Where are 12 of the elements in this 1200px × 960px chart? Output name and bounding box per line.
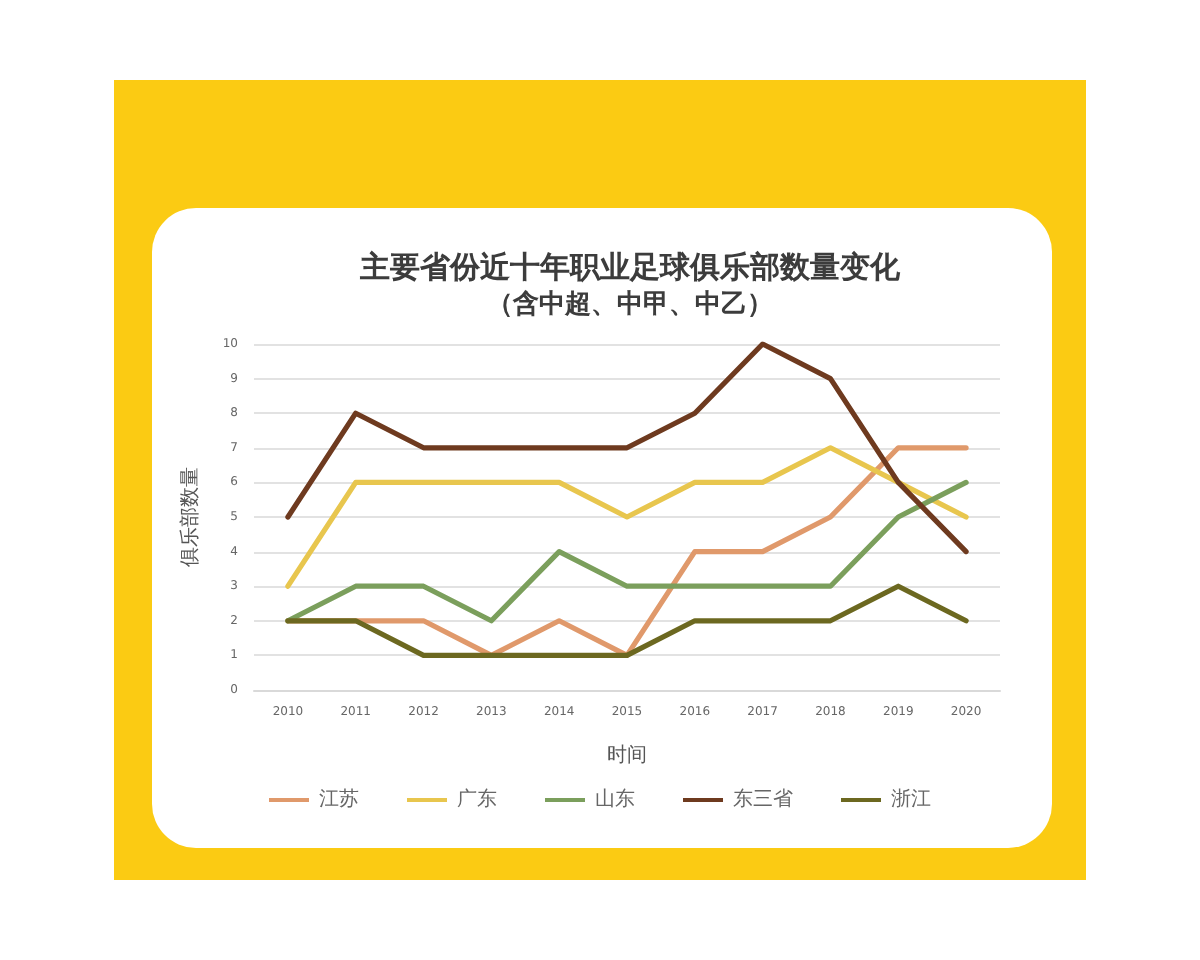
- chart-title: 主要省份近十年职业足球俱乐部数量变化: [358, 249, 902, 285]
- legend-label: 山东: [595, 787, 635, 811]
- legend-label: 东三省: [733, 787, 793, 811]
- line-series: [285, 341, 969, 555]
- line-series: [285, 479, 969, 624]
- legend-label: 江苏: [319, 787, 359, 811]
- y-axis-title: 俱乐部数量: [177, 467, 202, 567]
- x-axis-title: 时间: [607, 743, 647, 767]
- line-series: [285, 445, 969, 589]
- legend-label: 广东: [457, 787, 497, 811]
- chart-subtitle: （含中超、中甲、中乙）: [487, 288, 773, 320]
- legend-label: 浙江: [891, 787, 931, 811]
